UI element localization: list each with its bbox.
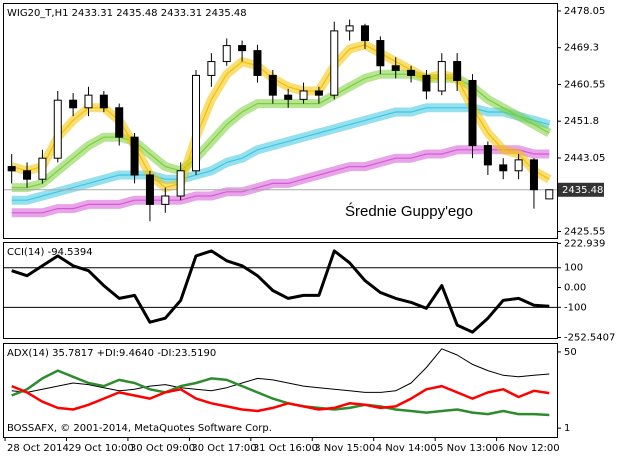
panel-title: WIG20_T,H1 2433.31 2435.48 2433.31 2435.… bbox=[7, 8, 247, 19]
candle-body bbox=[115, 107, 124, 138]
x-tick-label: 30 Oct 09:00 bbox=[130, 443, 195, 454]
indicator-line bbox=[11, 369, 550, 417]
panel-title: CCI(14) -94.5394 bbox=[7, 247, 93, 258]
candle-body bbox=[7, 166, 16, 172]
candle-body bbox=[99, 94, 108, 109]
x-tick-label: 5 Nov 13:00 bbox=[437, 443, 498, 454]
x-tick-label: 6 Nov 12:00 bbox=[499, 443, 560, 454]
indicator-line bbox=[11, 348, 550, 393]
candle-body bbox=[222, 45, 231, 63]
candle-body bbox=[84, 94, 93, 109]
y-tick-label: -100 bbox=[564, 302, 587, 313]
x-tick-label: 28 Oct 2014 bbox=[7, 443, 69, 454]
candle-body bbox=[437, 61, 446, 92]
last-price-box bbox=[558, 182, 604, 197]
candle-body bbox=[176, 170, 185, 197]
candle-body bbox=[514, 159, 523, 172]
y-tick-label: 1 bbox=[564, 423, 570, 434]
y-tick-label: 2443.05 bbox=[564, 153, 605, 164]
candle-body bbox=[468, 79, 477, 147]
candle-body bbox=[145, 174, 154, 205]
candle-body bbox=[161, 195, 170, 205]
x-tick-label: 31 Oct 16:00 bbox=[253, 443, 318, 454]
candle-body bbox=[391, 65, 400, 71]
indicator-line bbox=[11, 249, 550, 334]
adx-panel bbox=[3, 343, 558, 438]
candle-body bbox=[360, 25, 369, 42]
candle-body bbox=[284, 94, 293, 100]
candle-body bbox=[407, 69, 416, 76]
y-tick-label: 2478.05 bbox=[564, 6, 605, 17]
y-tick-label: 2425.55 bbox=[564, 226, 605, 237]
candle-body bbox=[130, 136, 139, 176]
y-tick-label: 222.939 bbox=[564, 238, 605, 249]
candle-body bbox=[345, 25, 354, 32]
candle-body bbox=[483, 145, 492, 166]
candle-body bbox=[23, 170, 32, 180]
indicator-line bbox=[11, 384, 550, 413]
candle-body bbox=[192, 74, 201, 172]
panel-title: ADX(14) 35.7817 +DI:9.4640 -DI:23.5190 bbox=[7, 348, 216, 359]
candle-body bbox=[268, 74, 277, 96]
ma-line bbox=[11, 107, 550, 201]
annotation: Średnie Guppy'ego bbox=[345, 202, 473, 220]
candle-body bbox=[453, 61, 462, 81]
y-tick-label: 2460.55 bbox=[564, 79, 605, 90]
y-tick-label: -252.5407 bbox=[564, 333, 615, 344]
x-tick-label: 29 Oct 10:00 bbox=[68, 443, 133, 454]
candle-body bbox=[545, 189, 554, 200]
candle-body bbox=[53, 99, 62, 159]
candle-body bbox=[314, 90, 323, 96]
candle-body bbox=[330, 30, 339, 96]
candle-body bbox=[299, 90, 308, 100]
candle-body bbox=[69, 99, 78, 109]
candle-body bbox=[238, 45, 247, 52]
x-tick-label: 3 Nov 15:00 bbox=[314, 443, 375, 454]
candle-body bbox=[207, 61, 216, 76]
cci-panel bbox=[3, 242, 558, 339]
candle-body bbox=[499, 164, 508, 172]
candle-body bbox=[529, 159, 538, 191]
x-tick-label: 4 Nov 14:00 bbox=[376, 443, 437, 454]
y-tick-label: 2469.3 bbox=[564, 43, 599, 54]
candle-body bbox=[38, 157, 47, 180]
copyright: BOSSAFX, © 2001-2014, MetaQuotes Softwar… bbox=[7, 423, 272, 434]
ma-line bbox=[11, 149, 550, 214]
x-tick-label: 30 Oct 17:00 bbox=[191, 443, 256, 454]
candle-body bbox=[376, 40, 385, 67]
y-tick-label: 2451.8 bbox=[564, 116, 599, 127]
y-tick-label: 100 bbox=[564, 263, 583, 274]
y-tick-label: 50 bbox=[564, 347, 577, 358]
y-tick-label: 0.00 bbox=[564, 283, 586, 294]
candle-body bbox=[422, 74, 431, 92]
last-price-label: 2435.48 bbox=[562, 185, 603, 196]
candle-body bbox=[253, 50, 262, 76]
